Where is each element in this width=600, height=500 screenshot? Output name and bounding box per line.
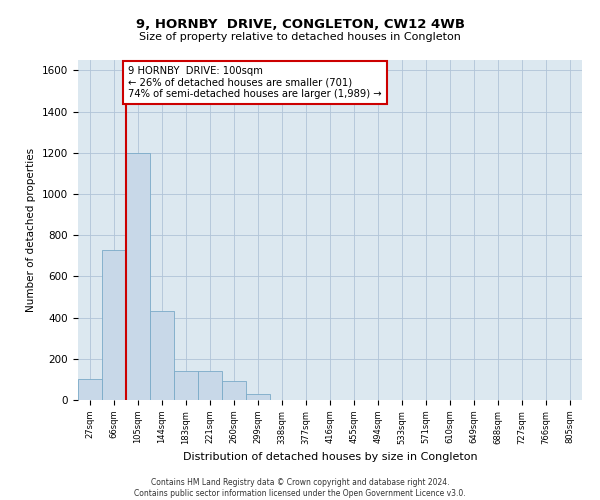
Bar <box>174 371 198 400</box>
Bar <box>198 371 222 400</box>
Text: Size of property relative to detached houses in Congleton: Size of property relative to detached ho… <box>139 32 461 42</box>
Text: 9 HORNBY  DRIVE: 100sqm
← 26% of detached houses are smaller (701)
74% of semi-d: 9 HORNBY DRIVE: 100sqm ← 26% of detached… <box>128 66 382 100</box>
Bar <box>126 152 150 400</box>
Y-axis label: Number of detached properties: Number of detached properties <box>26 148 37 312</box>
Bar <box>222 382 246 400</box>
Text: 9, HORNBY  DRIVE, CONGLETON, CW12 4WB: 9, HORNBY DRIVE, CONGLETON, CW12 4WB <box>136 18 464 30</box>
Bar <box>246 394 270 400</box>
Text: Contains HM Land Registry data © Crown copyright and database right 2024.
Contai: Contains HM Land Registry data © Crown c… <box>134 478 466 498</box>
Bar <box>150 312 174 400</box>
X-axis label: Distribution of detached houses by size in Congleton: Distribution of detached houses by size … <box>182 452 478 462</box>
Bar <box>78 380 102 400</box>
Bar <box>102 250 126 400</box>
